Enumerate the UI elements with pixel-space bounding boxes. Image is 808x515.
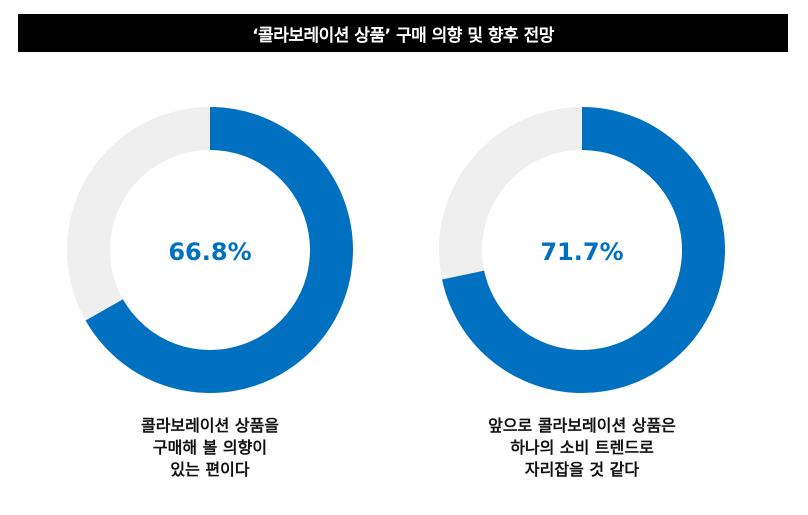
caption-line: 자리잡을 것 같다: [524, 460, 640, 479]
chart-title: ‘콜라보레이션 상품’ 구매 의향 및 향후 전망: [252, 25, 554, 46]
caption-purchase-intent: 콜라보레이션 상품을 구매해 볼 의향이 있는 편이다: [50, 415, 370, 481]
donut-center-label: 71.7%: [540, 238, 623, 266]
caption-future-trend: 앞으로 콜라보레이션 상품은 하나의 소비 트렌드로 자리잡을 것 같다: [422, 415, 742, 481]
donut-chart-purchase-intent: 66.8%: [60, 100, 360, 400]
donut-slice-value: [85, 107, 353, 393]
caption-line: 앞으로 콜라보레이션 상품은: [488, 416, 676, 435]
chart-title-bar: ‘콜라보레이션 상품’ 구매 의향 및 향후 전망: [18, 14, 788, 52]
donut-slice-remaining: [439, 107, 582, 280]
donut-slice-remaining: [66, 107, 210, 321]
caption-line: 있는 편이다: [170, 460, 250, 479]
donut-svg-future-trend: 71.7%: [439, 107, 725, 393]
donut-slice-value: [442, 107, 725, 393]
caption-line: 콜라보레이션 상품을: [140, 416, 280, 435]
caption-line: 하나의 소비 트렌드로: [510, 438, 654, 457]
donut-center-label: 66.8%: [168, 238, 251, 266]
caption-line: 구매해 볼 의향이: [152, 438, 268, 457]
donut-chart-future-trend: 71.7%: [432, 100, 732, 400]
donut-svg-purchase-intent: 66.8%: [66, 107, 353, 393]
